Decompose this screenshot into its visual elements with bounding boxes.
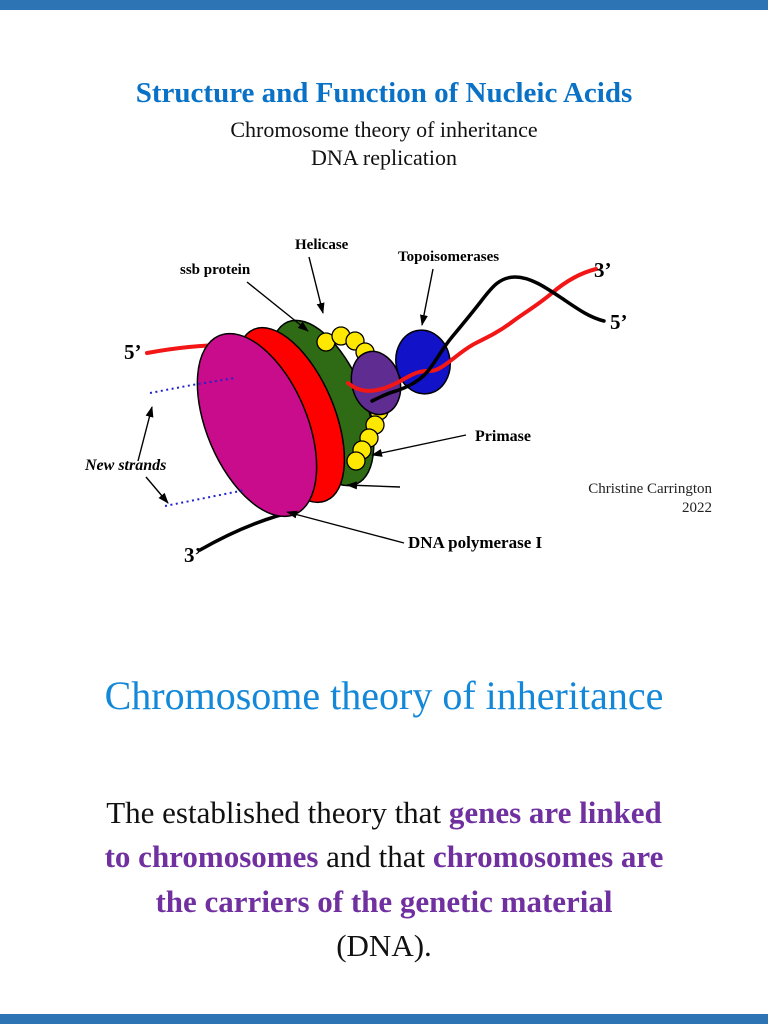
label-new-strands: New strands bbox=[84, 457, 166, 474]
new-strand-dotted-top bbox=[149, 377, 236, 394]
bottom-border-bar bbox=[0, 1014, 768, 1024]
credit-year: 2022 bbox=[682, 500, 712, 516]
label-primase: Primase bbox=[475, 428, 531, 445]
ssb-protein-arrow bbox=[246, 281, 309, 332]
slide2-title: Chromosome theory of inheritance bbox=[104, 673, 664, 718]
body-text-segment: chromosomes are the carriers of the gene… bbox=[155, 839, 664, 919]
bead bbox=[346, 451, 366, 471]
new-strands-arrow-top bbox=[137, 406, 154, 462]
new-strand-dotted-bottom bbox=[164, 489, 246, 507]
credit-name: Christine Carrington bbox=[588, 481, 712, 497]
body-text-segment: and that bbox=[318, 839, 433, 875]
label-helicase: Helicase bbox=[295, 237, 349, 253]
body-text-segment: (DNA). bbox=[336, 927, 432, 963]
label-topoisomerases: Topoisomerases bbox=[398, 249, 499, 265]
primase-arrow bbox=[371, 434, 467, 457]
body-text-segment: The established theory that bbox=[106, 795, 449, 830]
label-ssb-protein: ssb protein bbox=[180, 262, 251, 278]
body-text-segment: genes are linked to chromosomes bbox=[104, 795, 662, 875]
topoisomerases-arrow bbox=[420, 268, 434, 326]
slide1-subtitle-1: Chromosome theory of inheritance bbox=[230, 117, 538, 142]
label-three-prime-top: 3’ bbox=[594, 258, 612, 282]
label-five-prime-right: 5’ bbox=[610, 310, 628, 334]
top-border-bar bbox=[0, 0, 768, 10]
label-five-prime-left: 5’ bbox=[124, 340, 142, 364]
helicase-arrow bbox=[308, 256, 325, 314]
dna-replication-diagram: Helicase ssb protein Topoisomerases 3’ 5… bbox=[84, 237, 712, 567]
slide1-subtitle-2: DNA replication bbox=[310, 145, 458, 170]
label-dna-polymerase: DNA polymerase I bbox=[408, 533, 542, 552]
label-three-prime-bottom: 3’ bbox=[184, 543, 202, 567]
slide2-body-paragraph: The established theory that genes are li… bbox=[104, 791, 664, 968]
dna-polymerase-arrow bbox=[286, 510, 405, 544]
slide1-title: Structure and Function of Nucleic Acids bbox=[135, 77, 633, 109]
new-strands-arrow-bottom bbox=[145, 476, 169, 504]
polymerase-side-arrow bbox=[346, 481, 401, 490]
black-strand-right bbox=[370, 275, 606, 403]
